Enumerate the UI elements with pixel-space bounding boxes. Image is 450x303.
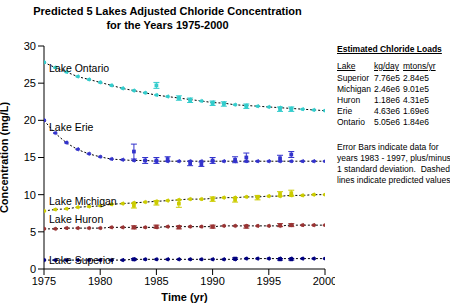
svg-text:1975: 1975 bbox=[32, 275, 56, 287]
html-text:Michigan 2.46e6 9.01e5: Michigan 2.46e6 9.01e5 bbox=[337, 84, 429, 94]
svg-text:Lake Ontario: Lake Ontario bbox=[49, 62, 109, 74]
svg-text:2000: 2000 bbox=[313, 275, 335, 287]
svg-text:Concentration (mg/L): Concentration (mg/L) bbox=[8, 102, 10, 214]
svg-text:5: 5 bbox=[30, 226, 36, 238]
html-text:Superior: Superior bbox=[337, 73, 370, 83]
svg-text:1985: 1985 bbox=[144, 275, 168, 287]
html-text:Estimated Chloride Loads: Estimated Chloride Loads bbox=[337, 44, 442, 54]
html-text:for the Years 1975-2000: for the Years 1975-2000 bbox=[106, 19, 229, 31]
svg-text:1980: 1980 bbox=[88, 275, 112, 287]
html-text:years 1983 - 1997, plus/minus: years 1983 - 1997, plus/minus bbox=[337, 153, 450, 163]
html-text:Erie: Erie bbox=[337, 106, 353, 116]
svg-text:0: 0 bbox=[30, 263, 36, 275]
html-text:Ontario: Ontario bbox=[337, 117, 365, 127]
svg-text:25: 25 bbox=[24, 77, 36, 89]
svg-text:Lake Huron: Lake Huron bbox=[49, 213, 103, 225]
svg-text:20: 20 bbox=[24, 114, 36, 126]
svg-text:1990: 1990 bbox=[200, 275, 224, 287]
html-text:7.76e5 2.84e5: 7.76e5 2.84e5 bbox=[374, 73, 429, 83]
html-text:4.63e6 1.69e6: 4.63e6 1.69e6 bbox=[374, 106, 429, 116]
html-text:1 standard deviation. Dashed: 1 standard deviation. Dashed bbox=[337, 164, 450, 174]
svg-text:Lake Michigan: Lake Michigan bbox=[49, 195, 117, 207]
html-text:5.05e6 1.84e6: 5.05e6 1.84e6 bbox=[374, 117, 429, 127]
html-text:kg/day mtons/yr: kg/day mtons/yr bbox=[374, 61, 436, 71]
svg-text:15: 15 bbox=[24, 151, 36, 163]
html-text:Predicted 5 Lakes Adjusted Chl: Predicted 5 Lakes Adjusted Chloride Conc… bbox=[33, 5, 302, 17]
html-text:Error Bars indicate data for: Error Bars indicate data for bbox=[337, 142, 439, 152]
svg-text:Lake Superior: Lake Superior bbox=[49, 254, 115, 266]
html-text:1.18e6 4.31e5: 1.18e6 4.31e5 bbox=[374, 95, 429, 105]
html-text:Lake: Lake bbox=[337, 61, 356, 71]
svg-text:Lake Erie: Lake Erie bbox=[49, 121, 94, 133]
svg-text:10: 10 bbox=[24, 189, 36, 201]
html-text:Huron: Huron bbox=[337, 95, 361, 105]
svg-text:1995: 1995 bbox=[257, 275, 281, 287]
svg-text:30: 30 bbox=[24, 40, 36, 52]
svg-text:Time (yr): Time (yr) bbox=[161, 291, 208, 303]
